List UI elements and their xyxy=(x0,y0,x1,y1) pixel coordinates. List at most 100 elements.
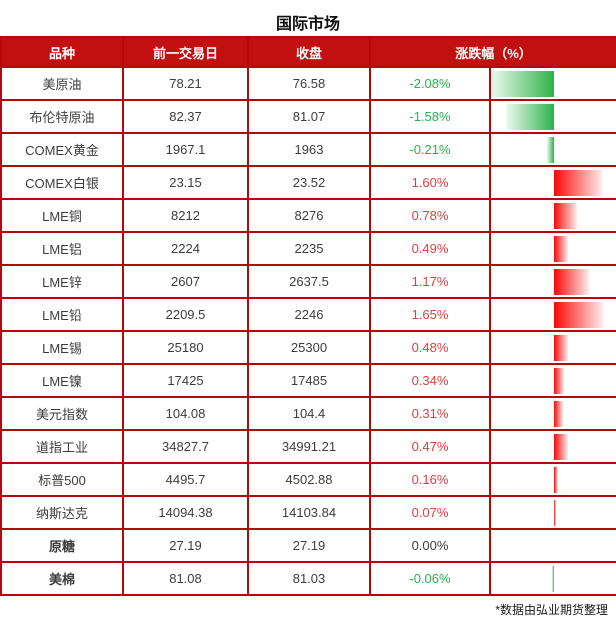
prev-cell: 78.21 xyxy=(122,66,249,101)
product-cell: LME锌 xyxy=(0,264,124,299)
change-bar xyxy=(553,433,568,460)
table-row: COMEX黄金 1967.1 1963 -0.21% xyxy=(0,132,616,167)
product-cell: 道指工业 xyxy=(0,429,124,464)
pct-cell: 0.16% xyxy=(369,462,491,497)
prev-cell: 25180 xyxy=(122,330,249,365)
table-row: 纳斯达克 14094.38 14103.84 0.07% xyxy=(0,495,616,530)
product-cell: 纳斯达克 xyxy=(0,495,124,530)
bar-cell xyxy=(489,396,616,431)
change-bar xyxy=(553,499,556,526)
table-header: 品种 前一交易日 收盘 涨跌幅（%） xyxy=(0,36,616,68)
product-cell: LME镍 xyxy=(0,363,124,398)
header-change: 涨跌幅（%） xyxy=(369,36,616,68)
header-row: 品种 前一交易日 收盘 涨跌幅（%） xyxy=(0,36,616,68)
close-cell: 14103.84 xyxy=(247,495,371,530)
table-row: COMEX白银 23.15 23.52 1.60% xyxy=(0,165,616,200)
pct-cell: 0.78% xyxy=(369,198,491,233)
table-row: LME铝 2224 2235 0.49% xyxy=(0,231,616,266)
bar-cell xyxy=(489,198,616,233)
close-cell: 104.4 xyxy=(247,396,371,431)
header-close: 收盘 xyxy=(247,36,371,68)
close-cell: 2235 xyxy=(247,231,371,266)
product-cell: LME铜 xyxy=(0,198,124,233)
product-cell: 原糖 xyxy=(0,528,124,563)
close-cell: 4502.88 xyxy=(247,462,371,497)
bar-cell xyxy=(489,66,616,101)
change-bar xyxy=(553,268,589,295)
prev-cell: 1967.1 xyxy=(122,132,249,167)
change-bar xyxy=(553,301,604,328)
close-cell: 23.52 xyxy=(247,165,371,200)
product-cell: 美原油 xyxy=(0,66,124,101)
pct-cell: -2.08% xyxy=(369,66,491,101)
table-row: 美棉 81.08 81.03 -0.06% xyxy=(0,561,616,596)
pct-cell: -0.21% xyxy=(369,132,491,167)
close-cell: 2637.5 xyxy=(247,264,371,299)
pct-cell: 0.49% xyxy=(369,231,491,266)
bar-cell xyxy=(489,132,616,167)
header-prev: 前一交易日 xyxy=(122,36,249,68)
change-bar xyxy=(553,169,602,196)
pct-cell: 0.07% xyxy=(369,495,491,530)
pct-cell: -0.06% xyxy=(369,561,491,596)
prev-cell: 27.19 xyxy=(122,528,249,563)
table-row: LME铅 2209.5 2246 1.65% xyxy=(0,297,616,332)
bar-cell xyxy=(489,429,616,464)
pct-cell: 1.65% xyxy=(369,297,491,332)
product-cell: 美元指数 xyxy=(0,396,124,431)
bar-cell xyxy=(489,297,616,332)
change-bar xyxy=(553,334,568,361)
prev-cell: 4495.7 xyxy=(122,462,249,497)
pct-cell: 0.34% xyxy=(369,363,491,398)
table-row: LME锡 25180 25300 0.48% xyxy=(0,330,616,365)
change-bar xyxy=(492,70,554,97)
close-cell: 81.07 xyxy=(247,99,371,134)
table-row: 标普500 4495.7 4502.88 0.16% xyxy=(0,462,616,497)
table-row: 美元指数 104.08 104.4 0.31% xyxy=(0,396,616,431)
prev-cell: 2607 xyxy=(122,264,249,299)
change-bar xyxy=(547,136,554,163)
table-row: 美原油 78.21 76.58 -2.08% xyxy=(0,66,616,101)
close-cell: 76.58 xyxy=(247,66,371,101)
prev-cell: 14094.38 xyxy=(122,495,249,530)
bar-cell xyxy=(489,363,616,398)
close-cell: 27.19 xyxy=(247,528,371,563)
change-bar xyxy=(553,202,577,229)
product-cell: LME锡 xyxy=(0,330,124,365)
bar-cell xyxy=(489,165,616,200)
pct-cell: 0.00% xyxy=(369,528,491,563)
page-title: 国际市场 xyxy=(275,16,340,33)
table-body: 美原油 78.21 76.58 -2.08% 布伦特原油 82.37 81.07 -1.58%… xyxy=(0,66,616,596)
close-cell: 1963 xyxy=(247,132,371,167)
pct-cell: 0.31% xyxy=(369,396,491,431)
pct-cell: 1.17% xyxy=(369,264,491,299)
change-bar xyxy=(553,400,563,427)
market-table: 品种 前一交易日 收盘 涨跌幅（%） 美原油 78.21 76.58 -2.08% 布伦… xyxy=(0,36,616,596)
product-cell: 标普500 xyxy=(0,462,124,497)
bar-cell xyxy=(489,231,616,266)
pct-cell: 0.47% xyxy=(369,429,491,464)
bar-cell xyxy=(489,462,616,497)
product-cell: 布伦特原油 xyxy=(0,99,124,134)
bar-cell xyxy=(489,561,616,596)
bar-cell xyxy=(489,330,616,365)
table-row: 布伦特原油 82.37 81.07 -1.58% xyxy=(0,99,616,134)
close-cell: 17485 xyxy=(247,363,371,398)
product-cell: COMEX黄金 xyxy=(0,132,124,167)
prev-cell: 8212 xyxy=(122,198,249,233)
prev-cell: 34827.7 xyxy=(122,429,249,464)
table-row: LME铜 8212 8276 0.78% xyxy=(0,198,616,233)
change-bar xyxy=(553,235,569,262)
change-bar xyxy=(506,103,554,130)
close-cell: 25300 xyxy=(247,330,371,365)
product-cell: LME铅 xyxy=(0,297,124,332)
table-row: 原糖 27.19 27.19 0.00% xyxy=(0,528,616,563)
bar-cell xyxy=(489,99,616,134)
table-row: LME镍 17425 17485 0.34% xyxy=(0,363,616,398)
pct-cell: 1.60% xyxy=(369,165,491,200)
change-bar xyxy=(553,466,559,493)
close-cell: 81.03 xyxy=(247,561,371,596)
close-cell: 8276 xyxy=(247,198,371,233)
prev-cell: 23.15 xyxy=(122,165,249,200)
prev-cell: 17425 xyxy=(122,363,249,398)
